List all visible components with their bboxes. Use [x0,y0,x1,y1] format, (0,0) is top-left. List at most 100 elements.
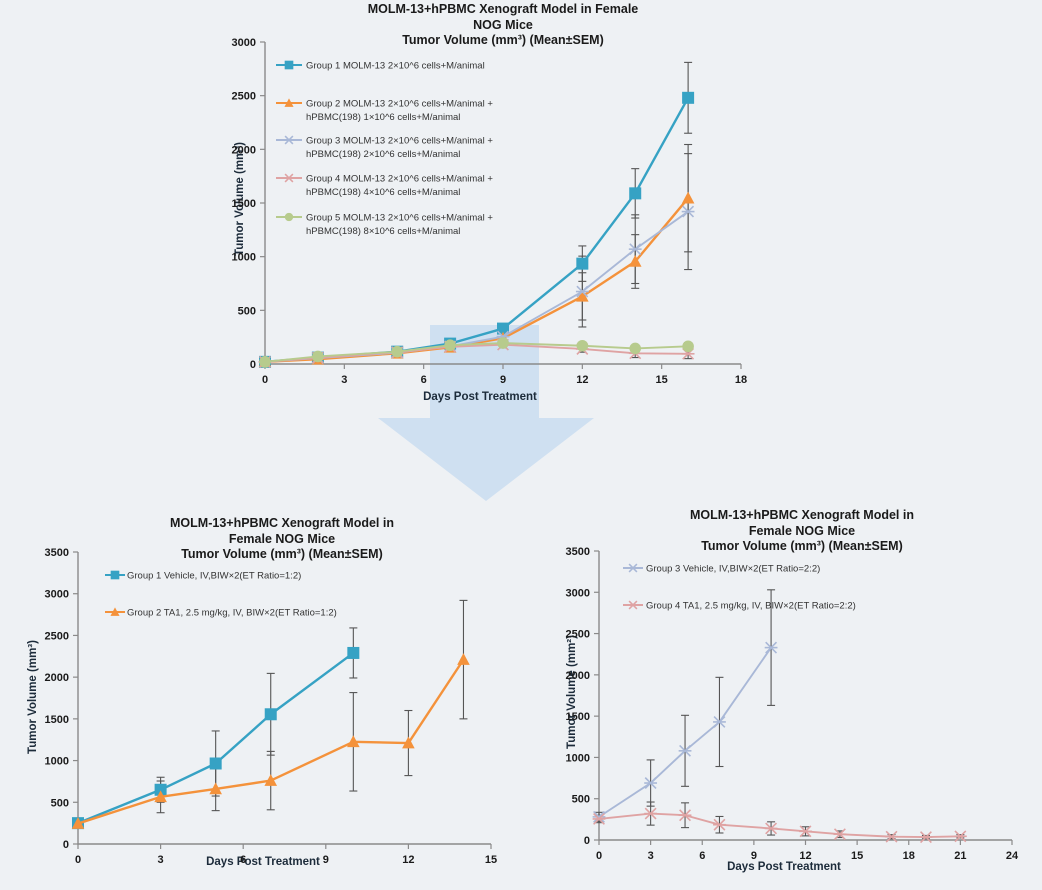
legend-label: Group 5 MOLM-13 2×10^6 cells+M/animal + h… [306,213,493,238]
x-marker [713,818,726,831]
x-marker [592,812,606,825]
x-axis-label: Days Post Treatment [423,391,537,403]
triangle-marker [71,817,85,829]
axis-lines [598,551,1012,841]
triangle-marker [457,653,470,665]
y-tick-label: 2000 [45,672,69,684]
x-marker [764,822,778,835]
data-series [259,337,694,368]
y-tick-label: 2000 [566,670,590,682]
square-marker [682,91,695,104]
y-tick-label: 3000 [232,37,256,49]
triangle-marker [154,790,167,803]
triangle-marker [264,774,278,786]
series-line [264,343,689,363]
legend-label: Group 1 Vehicle, IV,BIW×2(ET Ratio=1:2) [127,571,301,582]
x-tick-label: 9 [500,374,506,386]
y-tick-label: 3500 [566,546,590,558]
legend-label: Group 4 MOLM-13 2×10^6 cells+M/animal + h… [306,174,493,199]
legend-label: Group 2 TA1, 2.5 mg/kg, IV, BIW×2(ET Rat… [127,608,337,619]
square-marker [284,60,294,70]
square-marker [209,757,222,770]
x-tick-label: 6 [240,854,246,866]
x-tick-label: 0 [596,850,602,862]
y-tick-label: 1000 [232,252,256,264]
square-marker [264,708,277,721]
circle-marker [391,345,404,358]
y-tick-label: 0 [63,839,69,851]
triangle-marker [209,782,222,795]
legend-entry: Group 2 TA1, 2.5 mg/kg, IV, BIW×2(ET Rat… [105,607,337,619]
square-marker [154,783,167,796]
triangle-marker [576,289,589,302]
x-marker [628,563,638,573]
chart-title: MOLM-13+hPBMC Xenograft Model in Female … [367,2,639,47]
x-tick-label: 9 [751,850,757,862]
circle-marker [629,342,642,355]
triangle-marker [402,736,415,749]
x-axis-label: Days Post Treatment [206,856,320,868]
x-tick-label: 24 [1006,850,1019,862]
circle-marker [497,337,509,349]
x-tick-label: 18 [735,374,747,386]
legend-label: Group 1 MOLM-13 2×10^6 cells+M/animal [306,61,485,72]
x-tick-label: 0 [75,854,81,866]
plot-area-all-groups: 0 500 1000 1500 2000 2500 3000 0 3 6 9 12 15 18 Group … [232,37,748,386]
circle-marker [259,356,271,368]
y-tick-label: 3000 [566,587,590,599]
legend-entry: Group 1 Vehicle, IV,BIW×2(ET Ratio=1:2) [105,571,301,582]
x-marker [799,825,812,838]
circle-marker [576,339,589,352]
y-tick-label: 500 [572,794,590,806]
x-tick-label: 3 [648,850,654,862]
x-marker [592,810,606,823]
x-marker [764,641,778,654]
data-series [72,646,360,830]
x-marker [713,715,726,728]
x-tick-label: 6 [699,850,705,862]
series-line [264,197,690,364]
y-tick-label: 2000 [232,144,256,156]
y-tick-label: 1500 [566,711,590,723]
x-tick-label: 0 [262,374,268,386]
series-line [598,812,961,839]
x-tick-label: 6 [421,374,427,386]
square-marker [576,257,589,270]
chart-title: MOLM-13+hPBMC Xenograft Model in Female … [170,516,394,561]
tumor-volume-chart-all-groups: MOLM-13+hPBMC Xenograft Model in Female … [0,0,800,420]
y-tick-label: 2500 [232,91,256,103]
x-marker [885,830,898,843]
x-tick-label: 15 [851,850,863,862]
triangle-marker [347,735,360,748]
triangle-marker [681,191,695,204]
legend-entry: Group 1 MOLM-13 2×10^6 cells+M/animal [276,61,485,72]
x-tick-label: 9 [323,854,329,866]
legend-label: Group 3 Vehicle, IV,BIW×2(ET Ratio=2:2) [646,564,820,575]
y-tick-label: 500 [238,305,256,317]
legend-entry: Group 4 TA1, 2.5 mg/kg, IV, BIW×2(ET Rat… [623,601,856,612]
y-tick-label: 2500 [566,629,590,641]
legend-entry: Group 3 Vehicle, IV,BIW×2(ET Ratio=2:2) [623,564,820,575]
y-tick-label: 2500 [45,630,69,642]
square-marker [347,646,360,659]
square-marker [629,187,642,200]
triangle-marker [628,254,642,267]
y-tick-label: 1000 [566,752,590,764]
data-series [71,653,470,829]
x-tick-label: 12 [576,374,588,386]
x-marker [833,828,847,841]
x-tick-label: 21 [954,850,966,862]
plot-area-et-ratio-2-2: 0 500 1000 1500 2000 2500 3000 3500 0 3 6 9 12 15 18 21… [566,546,1019,862]
triangle-marker [110,607,120,616]
x-tick-label: 18 [903,850,915,862]
circle-marker [312,350,324,363]
x-tick-label: 12 [799,850,811,862]
x-tick-label: 3 [341,374,347,386]
tumor-volume-chart-et-ratio-1-2: MOLM-13+hPBMC Xenograft Model in Female … [0,505,520,890]
down-arrow-icon [378,325,594,501]
x-tick-label: 15 [656,374,668,386]
circle-marker [444,339,456,352]
x-marker [919,831,933,844]
x-axis-label: Days Post Treatment [727,861,841,873]
plot-area-et-ratio-1-2: 0 500 1000 1500 2000 2500 3000 3500 0 3 6 9 12 15 Grou… [45,547,498,866]
